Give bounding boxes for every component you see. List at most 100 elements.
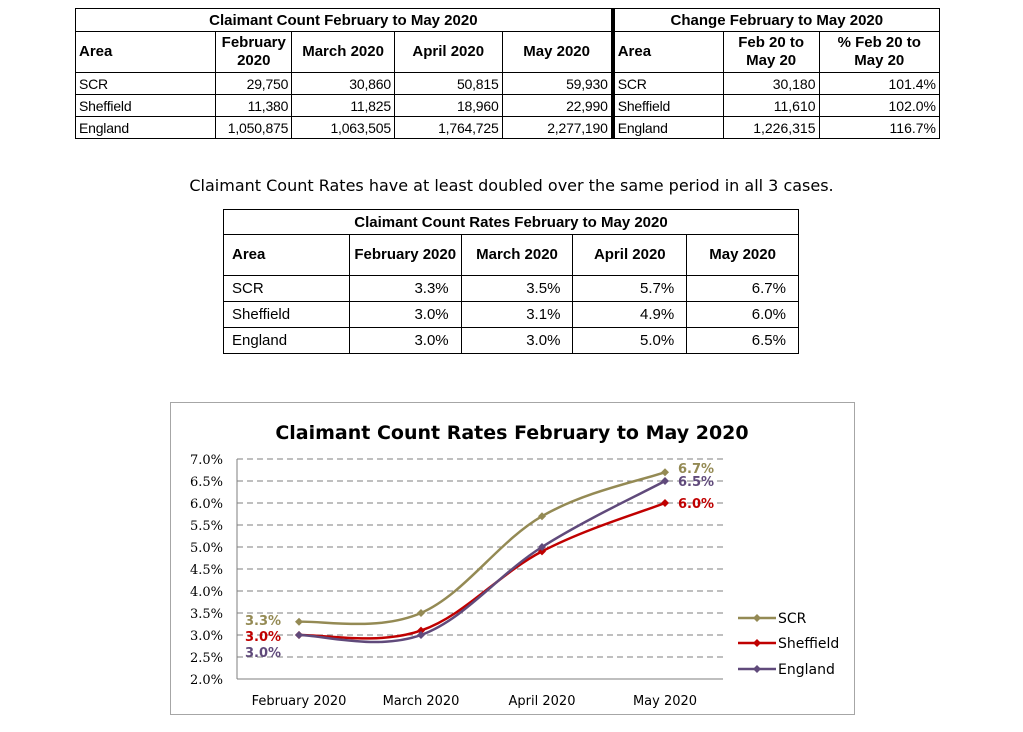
cell-mar: 11,825 [291, 94, 395, 117]
cell-mar: 3.5% [460, 275, 574, 302]
header-apr: April 2020 [572, 234, 688, 276]
header-mar: March 2020 [460, 234, 574, 276]
cell-pct-change: 116.7% [818, 116, 941, 139]
cell-apr: 4.9% [572, 301, 688, 328]
data-label: 6.5% [678, 475, 714, 490]
y-tick-label: 2.0% [190, 673, 223, 688]
table-row: SCR 3.3% 3.5% 5.7% 6.7% [223, 275, 799, 302]
data-point [417, 626, 425, 635]
cell-change: 1,226,315 [722, 116, 820, 139]
data-point [538, 543, 546, 551]
rates-table-title: Claimant Count Rates February to May 202… [223, 209, 799, 235]
claimant-count-rates-table: Claimant Count Rates February to May 202… [223, 209, 799, 354]
data-label: 6.7% [678, 462, 714, 477]
y-tick-label: 3.0% [190, 629, 223, 644]
data-point [661, 499, 669, 507]
cell-change: 30,180 [722, 72, 820, 95]
cell-pct-change: 101.4% [818, 72, 941, 95]
series-line-sheffield [298, 501, 666, 640]
data-point [538, 512, 546, 521]
data-label: 3.3% [245, 614, 281, 629]
cell-feb: 1,050,875 [215, 116, 293, 139]
header-area: Area [74, 31, 217, 73]
cell-mar: 1,063,505 [291, 116, 395, 139]
cell-area-right: Sheffield [613, 94, 724, 117]
legend-label: SCR [778, 611, 807, 627]
header-mar: March 2020 [291, 31, 395, 73]
y-tick-label: 5.5% [190, 519, 223, 534]
cell-may: 6.0% [686, 301, 799, 328]
y-tick-label: 3.5% [190, 607, 223, 622]
legend-marker [753, 665, 761, 673]
cell-may: 22,990 [501, 94, 613, 117]
table-row: England 3.0% 3.0% 5.0% 6.5% [223, 327, 799, 354]
y-tick-label: 2.5% [190, 651, 223, 666]
cell-apr: 5.0% [572, 327, 688, 354]
cell-feb: 11,380 [215, 94, 293, 117]
table-row: England 1,050,875 1,063,505 1,764,725 2,… [74, 116, 941, 139]
cell-feb: 29,750 [215, 72, 293, 95]
y-tick-label: 5.0% [190, 541, 223, 556]
cell-may: 6.5% [686, 327, 799, 354]
cell-mar: 3.0% [460, 327, 574, 354]
summary-sentence: Claimant Count Rates have at least doubl… [189, 176, 834, 195]
data-label: 3.0% [245, 630, 281, 645]
claimant-count-group-header: Claimant Count February to May 2020 [74, 8, 613, 32]
claimant-count-change-table: Claimant Count February to May 2020 Chan… [74, 8, 941, 139]
cell-area: England [223, 327, 350, 354]
y-tick-label: 6.5% [190, 475, 223, 490]
header-area-right: Area [613, 31, 724, 73]
chart-title: Claimant Count Rates February to May 202… [275, 422, 748, 444]
cell-mar: 3.1% [460, 301, 574, 328]
header-area: Area [223, 234, 350, 276]
cell-apr: 1,764,725 [393, 116, 503, 139]
header-pct-change: % Feb 20 to May 20 [818, 31, 941, 73]
cell-feb: 3.3% [348, 275, 462, 302]
cell-may: 59,930 [501, 72, 613, 95]
data-point [661, 477, 669, 485]
header-feb: February 2020 [215, 31, 293, 73]
y-tick-label: 4.0% [190, 585, 223, 600]
table-row: Sheffield 3.0% 3.1% 4.9% 6.0% [223, 301, 799, 328]
table-divider [610, 8, 615, 139]
series-line-scr [298, 471, 666, 626]
cell-apr: 5.7% [572, 275, 688, 302]
cell-may: 6.7% [686, 275, 799, 302]
cell-area-right: SCR [613, 72, 724, 95]
y-tick-label: 7.0% [190, 453, 223, 468]
header-may: May 2020 [501, 31, 613, 73]
cell-pct-change: 102.0% [818, 94, 941, 117]
cell-area: SCR [74, 72, 217, 95]
data-point [295, 617, 303, 626]
legend-label: Sheffield [778, 636, 839, 652]
cell-apr: 18,960 [393, 94, 503, 117]
data-point [295, 631, 303, 639]
cell-mar: 30,860 [291, 72, 395, 95]
header-apr: April 2020 [393, 31, 503, 73]
legend-marker [753, 614, 761, 622]
rates-line-chart: Claimant Count Rates February to May 202… [170, 402, 855, 715]
legend-marker [753, 639, 761, 647]
series-line-england [298, 479, 666, 644]
legend-label: England [778, 662, 835, 678]
cell-area: Sheffield [223, 301, 350, 328]
table-row: Sheffield 11,380 11,825 18,960 22,990 Sh… [74, 94, 941, 117]
data-label: 6.0% [678, 497, 714, 512]
header-may: May 2020 [686, 234, 799, 276]
cell-area: SCR [223, 275, 350, 302]
cell-area-right: England [613, 116, 724, 139]
data-label: 3.0% [245, 646, 281, 661]
cell-feb: 3.0% [348, 301, 462, 328]
y-tick-label: 4.5% [190, 563, 223, 578]
chart-canvas: Claimant Count Rates February to May 202… [190, 422, 839, 709]
x-tick-label: May 2020 [633, 694, 697, 709]
x-tick-label: March 2020 [383, 694, 460, 709]
cell-apr: 50,815 [393, 72, 503, 95]
data-point [417, 609, 425, 617]
data-point [661, 468, 669, 477]
x-tick-label: February 2020 [252, 694, 347, 709]
cell-area: England [74, 116, 217, 139]
change-group-header: Change February to May 2020 [613, 8, 940, 32]
header-feb: February 2020 [348, 234, 462, 276]
x-tick-label: April 2020 [509, 694, 576, 709]
